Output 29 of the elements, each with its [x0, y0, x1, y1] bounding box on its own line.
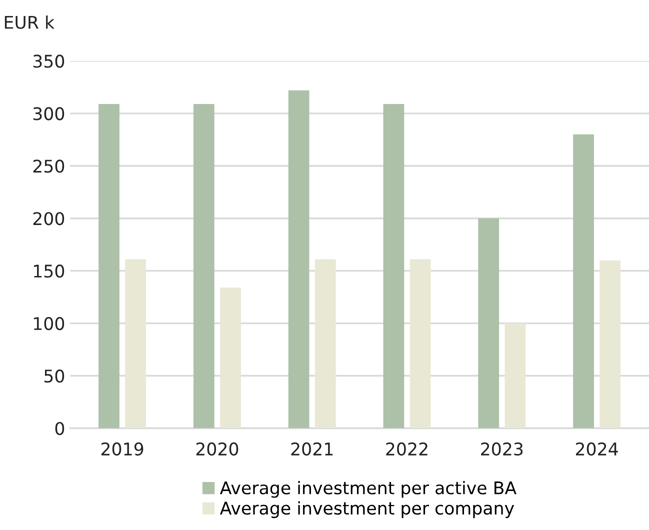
x-tick-label: 2019 — [101, 442, 144, 456]
bar — [600, 260, 621, 428]
y-tick-label: 100 — [34, 317, 64, 330]
y-tick-label: 0 — [55, 422, 64, 436]
bar — [314, 259, 336, 428]
bar — [288, 90, 310, 428]
y-tick-label: 350 — [33, 54, 64, 68]
x-tick-label: 2021 — [291, 442, 333, 456]
y-axis-title: EUR k — [4, 15, 55, 29]
bar — [220, 288, 241, 428]
x-tick-label: 2020 — [196, 442, 238, 456]
y-tick-label: 50 — [44, 369, 64, 383]
y-tick-label: 250 — [33, 160, 64, 173]
bar — [125, 259, 146, 428]
y-tick-label: 300 — [33, 107, 64, 120]
bar — [573, 134, 594, 428]
bar — [410, 259, 431, 428]
y-tick-label: 200 — [33, 212, 64, 226]
y-tick-label: 150 — [34, 264, 64, 278]
x-tick-label: 2023 — [481, 442, 523, 456]
bar — [98, 104, 120, 428]
bar — [504, 323, 526, 428]
bar — [193, 104, 214, 428]
bar — [478, 218, 500, 428]
x-tick-label: 2024 — [576, 442, 618, 456]
legend-label: Average investment per company — [220, 501, 514, 518]
x-tick-label: 2022 — [386, 442, 428, 456]
legend-label: Average investment per active BA — [220, 480, 516, 498]
bar — [383, 104, 404, 428]
